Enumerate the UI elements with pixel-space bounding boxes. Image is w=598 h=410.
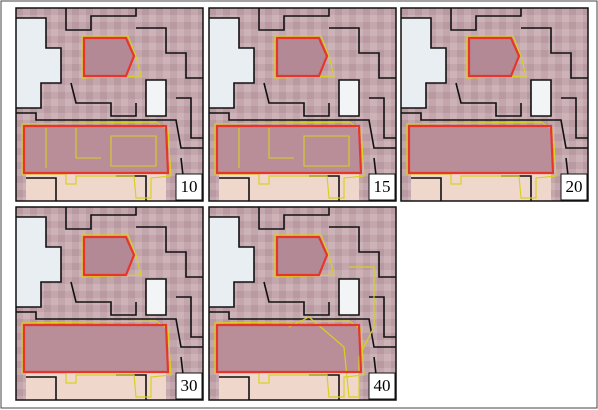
bright-region xyxy=(146,279,166,315)
roof xyxy=(24,325,168,372)
image-panel: 40 xyxy=(209,207,396,400)
scale-label: 40 xyxy=(374,376,391,395)
roof xyxy=(277,237,327,275)
bright-region xyxy=(146,80,166,116)
bright-region xyxy=(531,80,551,116)
image-panel: 15 xyxy=(209,8,396,201)
figure: 10 15 20 30 40 xyxy=(0,0,598,410)
roof xyxy=(217,325,361,372)
roof xyxy=(84,38,134,76)
scale-label: 10 xyxy=(181,177,198,196)
scale-label: 30 xyxy=(181,376,198,395)
image-panel: 10 xyxy=(16,8,203,201)
image-panel: 30 xyxy=(16,207,203,400)
bright-region xyxy=(339,80,359,116)
roof xyxy=(469,38,519,76)
scale-label: 20 xyxy=(566,177,583,196)
roof xyxy=(84,237,134,275)
image-panel: 20 xyxy=(401,8,588,201)
roof xyxy=(409,126,553,173)
bright-region xyxy=(339,279,359,315)
scale-label: 15 xyxy=(374,177,391,196)
roof xyxy=(277,38,327,76)
